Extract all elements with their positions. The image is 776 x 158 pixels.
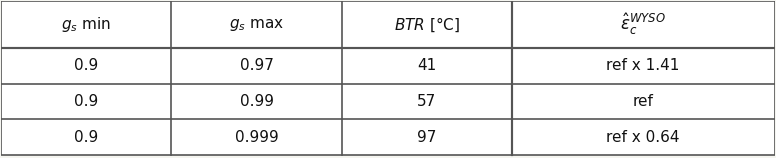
Text: ref x 0.64: ref x 0.64 bbox=[606, 130, 680, 145]
Text: 97: 97 bbox=[417, 130, 436, 145]
Text: $g_s$ max: $g_s$ max bbox=[229, 17, 284, 33]
Text: $\hat{\varepsilon}_c^{WYSO}$: $\hat{\varepsilon}_c^{WYSO}$ bbox=[620, 12, 666, 37]
Text: 0.9: 0.9 bbox=[74, 94, 99, 109]
Text: 0.999: 0.999 bbox=[234, 130, 279, 145]
Text: $BTR$ [°C]: $BTR$ [°C] bbox=[393, 15, 459, 34]
Text: 0.99: 0.99 bbox=[240, 94, 274, 109]
Text: 0.9: 0.9 bbox=[74, 58, 99, 73]
Text: 0.97: 0.97 bbox=[240, 58, 273, 73]
Text: ref: ref bbox=[632, 94, 653, 109]
Text: 0.9: 0.9 bbox=[74, 130, 99, 145]
Text: $g_s$ min: $g_s$ min bbox=[61, 15, 112, 34]
Text: 41: 41 bbox=[417, 58, 436, 73]
Text: ref x 1.41: ref x 1.41 bbox=[607, 58, 680, 73]
Text: 57: 57 bbox=[417, 94, 436, 109]
